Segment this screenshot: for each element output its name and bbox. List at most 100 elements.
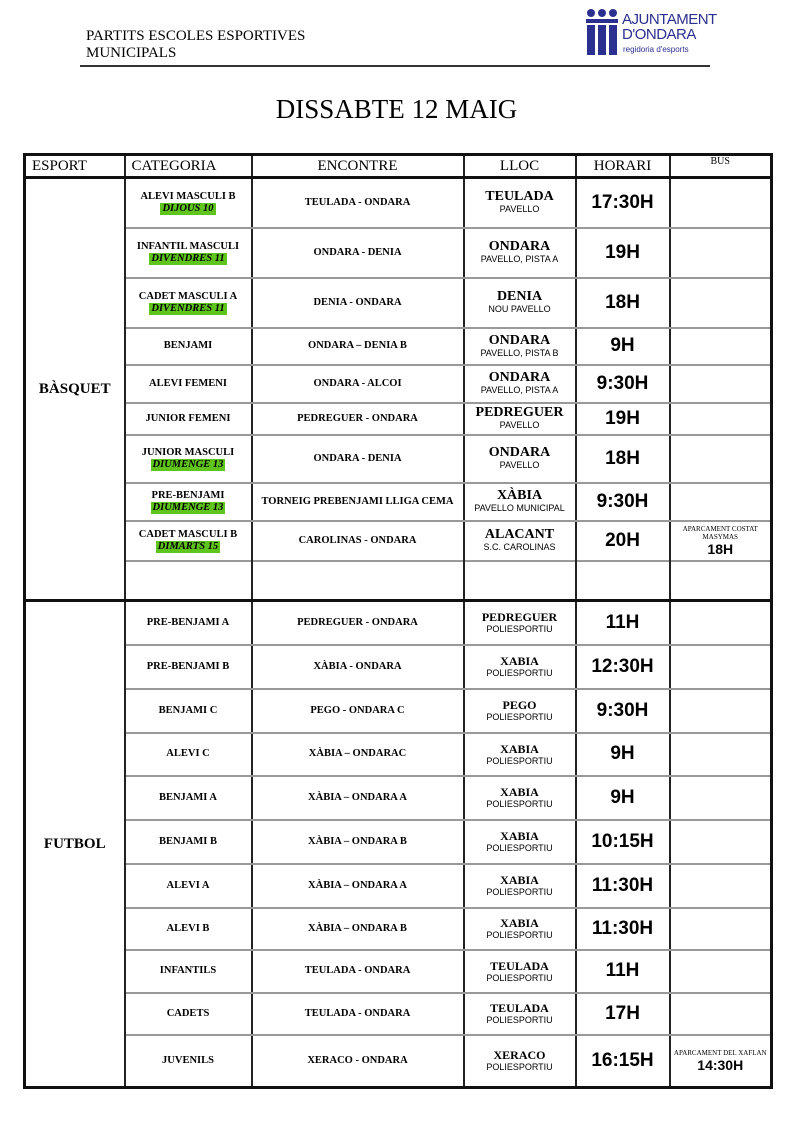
place-cell: XABIA POLIESPORTIU	[462, 643, 577, 690]
time-cell: 9:30H	[574, 363, 671, 404]
day-highlight: DIVENDRES 11	[149, 302, 227, 315]
category: PRE-BENJAMI	[151, 489, 225, 501]
place-cell: XÀBIA PAVELLO MUNICIPAL	[462, 481, 577, 522]
category: JUNIOR FEMENI	[145, 412, 231, 424]
place-cell: PEGO POLIESPORTIU	[462, 687, 577, 734]
venue: POLIESPORTIU	[486, 755, 553, 766]
venue: POLIESPORTIU	[486, 712, 553, 722]
table-row: FUTBOL PRE-BENJAMI A PEDREGUER - ONDARA PED…	[23, 599, 773, 1089]
place: DENIA	[496, 289, 543, 304]
time-cell: 19H	[574, 226, 671, 279]
place: TEULADA	[490, 1001, 549, 1015]
category: BENJAMI A	[158, 791, 218, 803]
sport-cell: FUTBOL	[23, 599, 126, 1089]
empty-cell	[123, 559, 253, 602]
match-cell: XÀBIA – ONDARA B	[250, 906, 465, 951]
place-cell: XABIA POLIESPORTIU	[462, 818, 577, 865]
place-cell: TEULADA POLIESPORTIU	[462, 991, 577, 1036]
bus-time: 18H	[707, 540, 734, 557]
place-cell: ALACANT S.C. CAROLINAS	[462, 519, 577, 561]
time-cell: 10:15H	[574, 818, 671, 865]
category-cell: ALEVI A	[123, 862, 253, 909]
place-cell: ONDARA PAVELLO	[462, 433, 577, 484]
venue: PAVELLO, PISTA A	[480, 385, 559, 395]
bus-note: APARCAMENT DEL XAFLAN	[673, 1048, 767, 1057]
place: ONDARA	[488, 445, 551, 460]
time-cell: 9H	[574, 731, 671, 777]
time-cell: 16:15H	[574, 1033, 671, 1089]
category: BENJAMI B	[158, 835, 218, 847]
time-cell: 12:30H	[574, 643, 671, 690]
place-cell: ONDARA PAVELLO, PISTA A	[462, 363, 577, 404]
bus-cell	[668, 326, 773, 366]
table-row: PRE-BENJAMI DIUMENGE 13 TORNEIG PREBENJAMI…	[25, 481, 773, 522]
table-row: INFANTIL MASCULI DIVENDRES 11 ONDARA - DEN…	[25, 226, 773, 279]
venue: POLIESPORTIU	[486, 799, 553, 809]
category: ALEVI B	[166, 922, 210, 934]
table-row: JUNIOR FEMENI PEDREGUER - ONDARA PEDREGUER…	[25, 401, 773, 436]
place-cell: PEDREGUER PAVELLO	[462, 401, 577, 436]
time-cell: 17:30H	[574, 176, 671, 229]
time-cell: 9H	[574, 774, 671, 821]
venue: PAVELLO MUNICIPAL	[474, 503, 565, 513]
table-row: JUNIOR MASCULI DIUMENGE 13 ONDARA - DENIA O…	[25, 433, 773, 484]
match-cell: XERACO - ONDARA	[250, 1033, 465, 1089]
header-divider	[80, 65, 710, 67]
category: PRE-BENJAMI B	[146, 660, 230, 672]
category: CADETS	[166, 1007, 210, 1019]
table-row: ALEVI C XÀBIA – ONDARAC XABIA POLIESPORTIU 9…	[25, 731, 773, 777]
venue: POLIESPORTIU	[486, 972, 553, 983]
match-cell: DENIA - ONDARA	[250, 276, 465, 329]
place-cell: TEULADA POLIESPORTIU	[462, 948, 577, 994]
bus-cell	[668, 481, 773, 522]
place: ALACANT	[484, 527, 555, 542]
bus-cell	[668, 862, 773, 909]
category: ALEVI MASCULI B	[140, 190, 236, 202]
venue: POLIESPORTIU	[486, 930, 553, 940]
venue: PAVELLO	[499, 204, 540, 215]
table-row: BÀSQUET ALEVI MASCULI B DIJOUS 10 TEULADA -…	[23, 176, 773, 602]
venue: PAVELLO	[499, 420, 540, 430]
place: ONDARA	[488, 332, 551, 348]
bus-cell	[668, 176, 773, 229]
logo-emblem-icon	[586, 9, 618, 55]
category-cell: ALEVI B	[123, 906, 253, 951]
header-title-line2: MUNICIPALS	[86, 45, 177, 61]
time-cell: 11:30H	[574, 906, 671, 951]
category: BENJAMI	[163, 340, 213, 351]
place: XABIA	[500, 873, 539, 887]
header-title-line1: PARTITS ESCOLES ESPORTIVES	[86, 28, 306, 44]
place: XABIA	[500, 654, 539, 668]
time-cell: 18H	[574, 276, 671, 329]
place: TEULADA	[485, 189, 554, 205]
table-row: PRE-BENJAMI B XÀBIA - ONDARA XABIA POLIESPO…	[25, 643, 773, 690]
table-row: BENJAMI C PEGO - ONDARA C PEGO POLIESPORTIU…	[25, 687, 773, 734]
empty-cell	[250, 559, 465, 602]
match-cell: XÀBIA – ONDARA A	[250, 862, 465, 909]
bus-cell	[668, 991, 773, 1036]
time-cell: 18H	[574, 433, 671, 484]
col-bus: BUS	[668, 153, 773, 179]
table-row: CADET MASCULI B DIMARTS 15 CAROLINAS - OND…	[25, 519, 773, 561]
table-row: CADET MASCULI A DIVENDRES 11 DENIA - ONDAR…	[25, 276, 773, 329]
place: XABIA	[500, 785, 539, 799]
venue: POLIESPORTIU	[486, 1015, 553, 1025]
table-row: BENJAMI ONDARA – DENIA B ONDARA PAVELLO, PI…	[25, 326, 773, 366]
venue: PAVELLO	[499, 460, 540, 470]
place: XABIA	[500, 916, 539, 930]
category-cell: CADET MASCULI B DIMARTS 15	[123, 519, 253, 561]
time-cell: 17H	[574, 991, 671, 1036]
match-cell: TORNEIG PREBENJAMI LLIGA CEMA	[250, 481, 465, 522]
time-cell: 9:30H	[574, 687, 671, 734]
category: BENJAMI C	[158, 704, 218, 716]
table-row: CADETS TEULADA - ONDARA TEULADA POLIESPORTI…	[25, 991, 773, 1036]
logo-line2: D'ONDARA	[622, 26, 696, 43]
match-cell: PEDREGUER - ONDARA	[250, 599, 465, 646]
bus-cell	[668, 687, 773, 734]
match-cell: ONDARA - DENIA	[250, 433, 465, 484]
match-cell: ONDARA - ALCOI	[250, 363, 465, 404]
venue: PAVELLO, PISTA A	[480, 254, 559, 264]
category-cell: ALEVI C	[123, 731, 253, 777]
place-cell: XABIA POLIESPORTIU	[462, 774, 577, 821]
day-highlight: DIMARTS 15	[155, 540, 221, 553]
